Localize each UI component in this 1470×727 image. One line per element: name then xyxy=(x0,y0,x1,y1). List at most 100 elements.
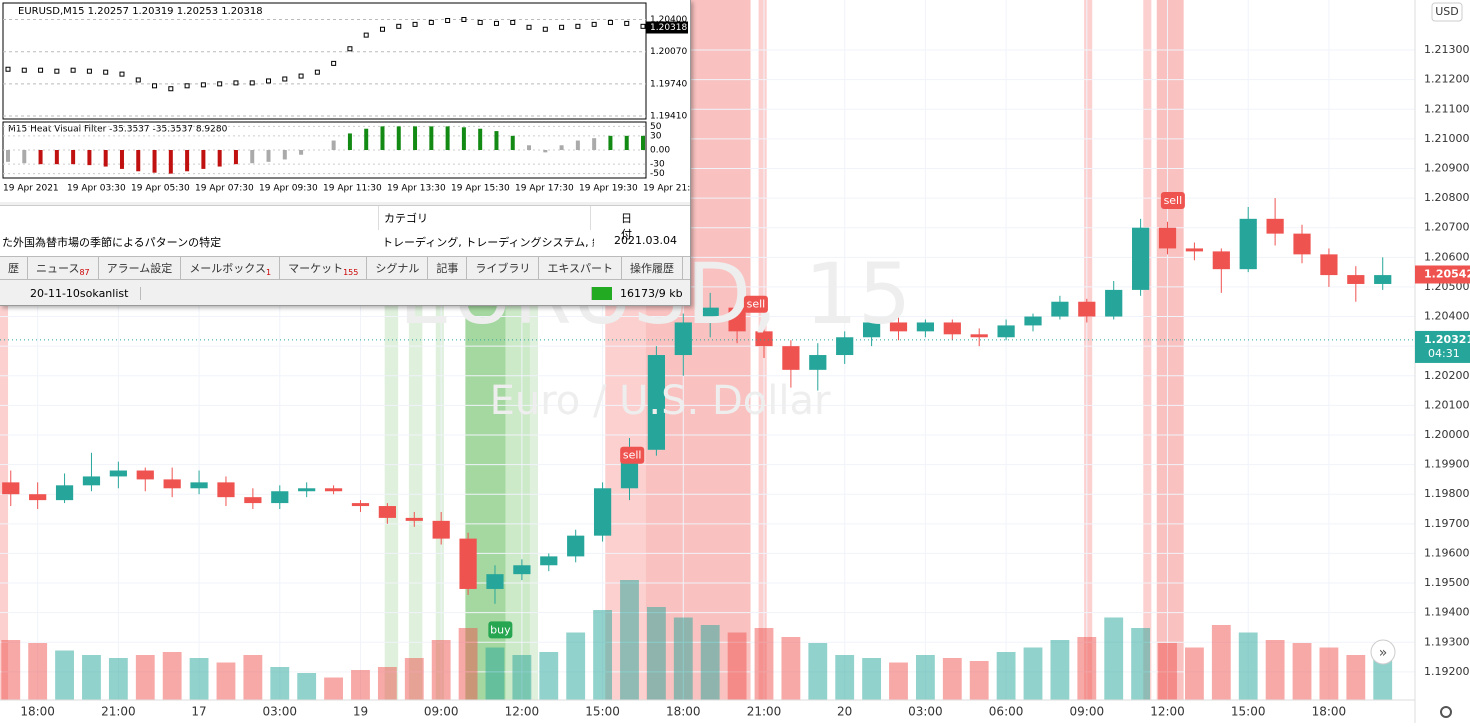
candle-body xyxy=(1347,275,1365,284)
volume-bar xyxy=(673,617,693,700)
indicator-y-label: -30 xyxy=(650,160,665,170)
y-tick-label: 1.19900 xyxy=(1424,458,1470,471)
y-tick-label: 1.20600 xyxy=(1424,250,1470,263)
mini-price-tag xyxy=(646,21,688,34)
candle-body xyxy=(1239,218,1257,270)
volume-bar xyxy=(270,667,290,700)
indicator-bar xyxy=(380,126,385,150)
volume-bar xyxy=(108,658,128,700)
signal-zone xyxy=(1143,0,1152,700)
indicator-bar xyxy=(152,150,157,173)
currency-box[interactable] xyxy=(1431,2,1463,22)
y-tick-label: 1.20100 xyxy=(1424,398,1470,411)
x-tick-label: 17 xyxy=(191,705,206,719)
price-tag xyxy=(1415,265,1470,284)
candle-body xyxy=(862,322,881,338)
volume-bar xyxy=(162,652,182,700)
volume-bar xyxy=(1131,628,1151,700)
candle-body xyxy=(1158,227,1177,249)
volume-bar xyxy=(620,580,639,700)
mini-candle xyxy=(135,77,141,83)
indicator-bar xyxy=(331,140,336,150)
candle-body xyxy=(351,503,370,507)
indicator-bar xyxy=(592,138,597,150)
scroll-button[interactable] xyxy=(1370,639,1396,665)
mini-time-label: 19 Apr 2021 xyxy=(3,184,59,194)
countdown-label: 04:31 xyxy=(1428,347,1460,360)
terminal-tab[interactable]: ニュース87 xyxy=(28,257,99,279)
indicator-bar xyxy=(217,150,222,167)
terminal-tab[interactable]: ライブラリ xyxy=(467,257,540,279)
mini-y-label: 1.20400 xyxy=(650,15,687,25)
terminal-tab[interactable]: マーケット155 xyxy=(280,257,368,279)
indicator-bar xyxy=(103,150,108,167)
volume-bar xyxy=(996,652,1016,700)
y-tick-label: 1.20200 xyxy=(1424,369,1470,382)
mini-candle xyxy=(5,66,11,72)
tab-badge: 87 xyxy=(79,268,90,278)
terminal-tab[interactable]: 操作履歴 xyxy=(622,257,684,279)
volume-bar xyxy=(889,662,908,700)
candle-body xyxy=(1078,301,1096,317)
tab-label: 歴 xyxy=(8,262,19,275)
candle-body xyxy=(1132,227,1150,290)
signal-zone xyxy=(435,0,444,700)
volume-bar xyxy=(1211,625,1231,700)
header-cell[interactable]: 日付 xyxy=(590,206,670,241)
terminal-tab[interactable]: 歴 xyxy=(0,257,28,279)
mini-price-label: 1.20318 xyxy=(650,23,687,33)
mini-candle xyxy=(282,76,288,82)
indicator-bar xyxy=(282,150,287,160)
mini-time-label: 19 Apr 17:30 xyxy=(515,184,574,194)
mini-candle xyxy=(412,21,418,27)
mini-candle xyxy=(445,17,451,23)
y-tick-label: 1.19400 xyxy=(1424,606,1470,619)
mini-candle xyxy=(526,24,532,30)
status-bar: 20-11-10sokanlist 16173/9 kb xyxy=(0,282,690,304)
volume-bar xyxy=(28,643,48,700)
tab-badge: 1 xyxy=(265,268,272,278)
row-cell[interactable]: 2021.03.04 xyxy=(614,234,677,247)
indicator-bar xyxy=(71,150,76,165)
mini-candle xyxy=(200,82,206,88)
volume-bar xyxy=(1,640,21,700)
row-cell[interactable]: トレーディング, トレーディングシステム, 統合, ... xyxy=(382,236,594,249)
indicator-bar xyxy=(608,135,613,150)
candle-body xyxy=(970,334,988,338)
volume-bar xyxy=(485,647,505,700)
candle-body xyxy=(378,506,396,518)
terminal-tab[interactable]: エキスパート xyxy=(539,257,623,279)
indicator-y-label: 30 xyxy=(650,131,662,141)
indicator-y-label: -50 xyxy=(650,169,665,179)
mini-time-label: 19 Apr 19:30 xyxy=(579,184,638,194)
mini-candle xyxy=(233,80,239,86)
y-tick-label: 1.19700 xyxy=(1424,517,1470,530)
mini-y-label: 1.19740 xyxy=(650,79,687,89)
settings-icon[interactable] xyxy=(1440,706,1452,718)
mini-time-label: 19 Apr 07:30 xyxy=(195,184,254,194)
volume-bar xyxy=(404,658,424,700)
header-cell[interactable]: カテゴリ xyxy=(378,206,590,230)
terminal-tab[interactable]: アラーム設定 xyxy=(99,257,182,279)
x-tick-label: 15:00 xyxy=(585,705,620,719)
volume-bar xyxy=(942,658,962,700)
mini-candle xyxy=(217,81,223,87)
candle-body xyxy=(943,322,961,335)
volume-bar xyxy=(1050,640,1070,700)
indicator-bar xyxy=(413,126,418,150)
mini-candle xyxy=(510,19,516,25)
candle-body xyxy=(1266,218,1284,234)
indicator-bar xyxy=(22,150,27,164)
candle-body xyxy=(997,325,1015,338)
terminal-tab[interactable]: 記事 xyxy=(428,257,468,279)
mini-title: EURUSD,M15 1.20257 1.20319 1.20253 1.203… xyxy=(18,6,263,17)
candle-body xyxy=(755,331,773,347)
mini-candle xyxy=(428,19,434,25)
row-cell[interactable]: た外国為替市場の季節によるパターンの特定 xyxy=(2,236,222,249)
terminal-tab[interactable]: シグナル xyxy=(367,257,429,279)
mini-time-label: 19 Apr 11:30 xyxy=(323,184,382,194)
y-tick-label: 1.20700 xyxy=(1424,221,1470,234)
terminal-tab[interactable]: メールボックス1 xyxy=(181,257,281,279)
signal-badge xyxy=(620,446,645,464)
volume-bar xyxy=(727,632,747,700)
